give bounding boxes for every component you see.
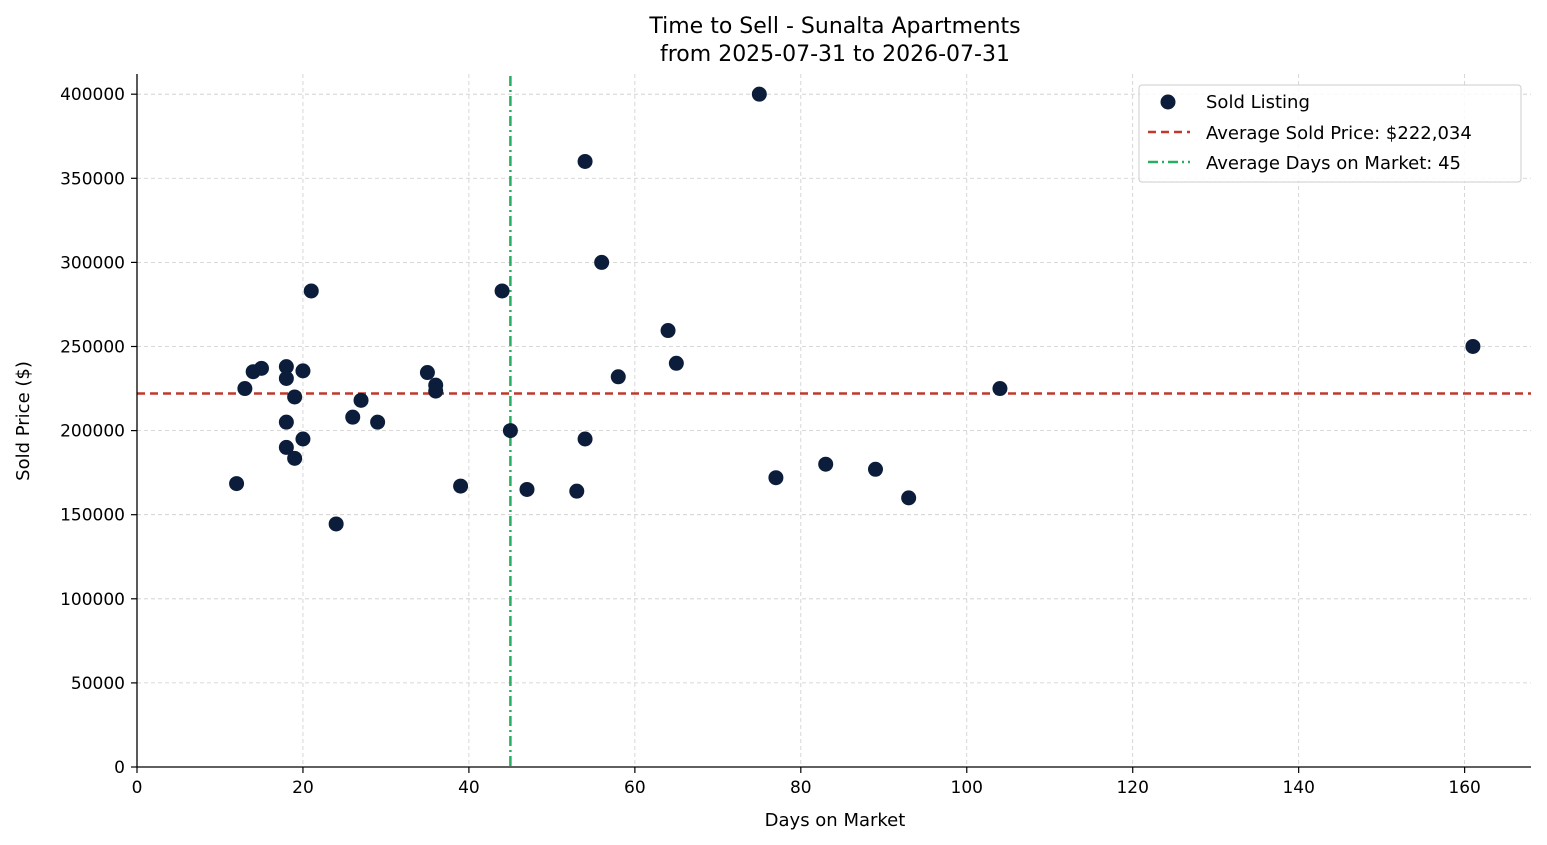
data-point bbox=[278, 414, 294, 430]
data-point bbox=[295, 431, 311, 447]
legend-marker-sold-listing bbox=[1160, 94, 1176, 110]
data-point bbox=[287, 389, 303, 405]
data-point bbox=[453, 478, 469, 494]
data-point bbox=[1465, 338, 1481, 354]
data-point bbox=[992, 381, 1008, 397]
y-tick-label: 200000 bbox=[60, 422, 125, 442]
x-tick-label: 20 bbox=[292, 778, 314, 798]
axes: 0 20 40 60 80 100 120 140 160 0 50000 100000 150000 2… bbox=[60, 74, 1531, 798]
data-point bbox=[577, 431, 593, 447]
reference-lines bbox=[137, 76, 1531, 767]
chart-subtitle: from 2025-07-31 to 2026-07-31 bbox=[660, 42, 1010, 67]
y-tick-label: 0 bbox=[114, 758, 125, 778]
legend-label-sold-listing: Sold Listing bbox=[1206, 92, 1310, 113]
x-tick-label: 120 bbox=[1116, 778, 1148, 798]
data-points bbox=[229, 86, 1481, 532]
data-point bbox=[237, 381, 253, 397]
data-point bbox=[751, 86, 767, 102]
data-point bbox=[345, 409, 361, 425]
data-point bbox=[303, 283, 319, 299]
legend-box bbox=[1138, 84, 1522, 183]
x-tick-label: 80 bbox=[790, 778, 812, 798]
data-point bbox=[901, 490, 917, 506]
y-tick-label: 350000 bbox=[60, 169, 125, 189]
data-point bbox=[569, 483, 585, 499]
x-tick-label: 140 bbox=[1282, 778, 1314, 798]
data-point bbox=[328, 516, 344, 532]
data-point bbox=[278, 370, 294, 386]
data-point bbox=[353, 392, 369, 408]
data-point bbox=[370, 414, 386, 430]
data-point bbox=[867, 461, 883, 477]
legend-label-avg-days: Average Days on Market: 45 bbox=[1206, 153, 1461, 174]
grid-layer bbox=[136, 74, 1531, 768]
data-point bbox=[519, 481, 535, 497]
x-tick-label: 160 bbox=[1448, 778, 1480, 798]
y-tick-label: 300000 bbox=[60, 253, 125, 273]
x-tick-label: 100 bbox=[951, 778, 983, 798]
x-tick-label: 60 bbox=[624, 778, 646, 798]
data-point bbox=[660, 323, 676, 339]
data-point bbox=[278, 359, 294, 375]
data-point bbox=[419, 365, 435, 381]
legend-label-avg-price: Average Sold Price: $222,034 bbox=[1206, 123, 1472, 144]
data-point bbox=[428, 383, 444, 399]
y-tick-label: 250000 bbox=[60, 337, 125, 357]
data-point bbox=[818, 456, 834, 472]
chart-title: Time to Sell - Sunalta Apartments bbox=[648, 14, 1020, 39]
data-point bbox=[253, 360, 269, 376]
x-axis-label: Days on Market bbox=[765, 810, 906, 831]
data-point bbox=[502, 423, 518, 439]
data-point bbox=[768, 470, 784, 486]
data-point bbox=[610, 369, 626, 385]
data-point bbox=[295, 363, 311, 379]
y-tick-label: 400000 bbox=[60, 85, 125, 105]
y-tick-label: 100000 bbox=[60, 590, 125, 610]
data-point bbox=[577, 153, 593, 169]
data-point bbox=[229, 476, 245, 492]
data-point bbox=[287, 450, 303, 466]
data-point bbox=[278, 439, 294, 455]
legend: Sold Listing Average Sold Price: $222,03… bbox=[1138, 84, 1522, 183]
y-axis-label: Sold Price ($) bbox=[13, 361, 34, 481]
x-tick-label: 0 bbox=[132, 778, 143, 798]
y-tick-label: 50000 bbox=[71, 674, 125, 694]
x-tick-label: 40 bbox=[458, 778, 480, 798]
data-point bbox=[494, 283, 510, 299]
y-tick-label: 150000 bbox=[60, 506, 125, 526]
data-point bbox=[594, 254, 610, 270]
data-point bbox=[668, 355, 684, 371]
